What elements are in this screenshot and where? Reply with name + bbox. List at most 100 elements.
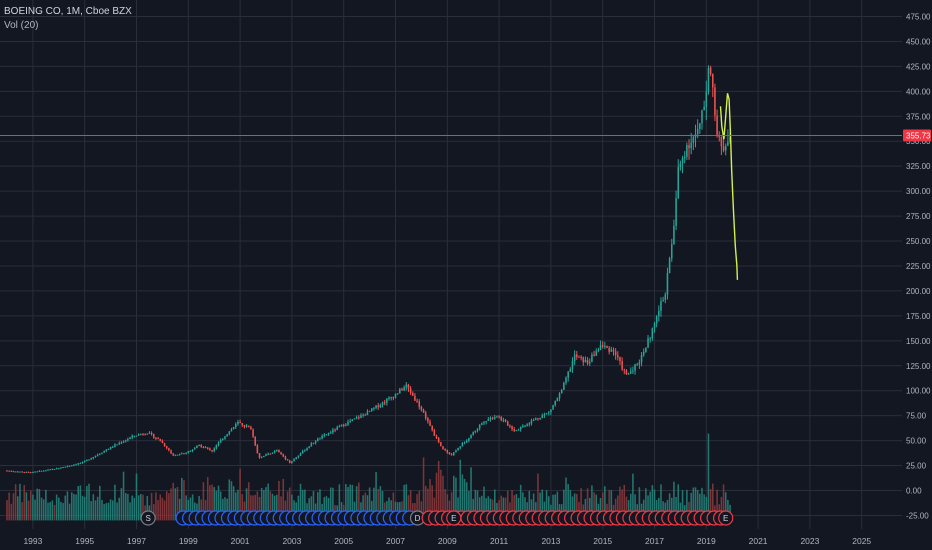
volume-bar — [632, 473, 634, 521]
volume-bar — [83, 496, 86, 521]
volume-bar — [675, 497, 677, 521]
candle-body — [409, 388, 412, 394]
candle-body — [364, 414, 367, 416]
volume-bar — [286, 491, 289, 521]
volume-bar — [323, 497, 326, 521]
candle-body — [399, 388, 401, 394]
event-marker-label: E — [723, 514, 728, 523]
candle-body — [202, 447, 205, 449]
volume-bar — [362, 495, 364, 521]
candle-body — [198, 444, 200, 447]
candle-body — [200, 444, 203, 448]
volume-bar — [440, 469, 442, 521]
candle-body — [165, 446, 168, 449]
volume-bar — [653, 489, 656, 521]
candle-body — [111, 446, 114, 448]
volume-bar — [109, 499, 112, 521]
candle-body — [560, 389, 563, 394]
volume-bar — [77, 486, 80, 521]
volume-bar — [209, 485, 211, 521]
candle-body — [256, 445, 259, 454]
volume-bar — [511, 490, 513, 521]
candle-body — [699, 123, 701, 129]
candle-body — [332, 429, 334, 433]
volume-bar — [103, 504, 105, 521]
volume-bar — [263, 489, 265, 521]
time-tick-label: 1993 — [23, 536, 42, 546]
volume-bar — [709, 488, 712, 521]
candle-body — [586, 359, 589, 364]
candle-body — [140, 434, 142, 436]
volume-bar — [213, 487, 215, 521]
volume-bar — [327, 497, 330, 521]
price-tick-label: 300.00 — [906, 187, 931, 196]
candle-body — [683, 156, 686, 158]
volume-bar — [243, 501, 246, 521]
symbol-title[interactable]: BOEING CO, 1M, Cboe BZX — [4, 6, 132, 17]
volume-bar — [252, 495, 254, 521]
volume-indicator-label[interactable]: Vol (20) — [4, 20, 39, 31]
volume-bar — [487, 496, 490, 521]
candle-body — [578, 356, 580, 358]
candle-body — [86, 459, 88, 461]
price-tick-label: 475.00 — [906, 13, 931, 22]
candle-body — [319, 438, 321, 440]
volume-bar — [431, 485, 433, 521]
candle-body — [178, 454, 181, 456]
volume-bar — [660, 484, 662, 521]
candle-body — [314, 441, 317, 443]
candle-body — [558, 393, 561, 399]
volume-bar — [58, 497, 60, 521]
candle-body — [196, 446, 198, 449]
volume-bar — [64, 495, 67, 521]
volume-bar — [446, 494, 449, 521]
candle-body — [444, 448, 446, 451]
time-tick-label: 1997 — [127, 536, 146, 546]
candle-body — [122, 441, 125, 443]
volume-bar — [317, 492, 319, 521]
candle-body — [278, 450, 280, 453]
event-marker — [446, 510, 462, 526]
volume-bar — [217, 485, 220, 521]
candle-body — [340, 424, 343, 427]
candle-body — [75, 464, 77, 466]
volume-bar — [29, 490, 32, 521]
volume-bar — [716, 489, 718, 521]
volume-bar — [25, 492, 28, 521]
volume-bar — [444, 489, 446, 521]
time-tick-label: 2011 — [490, 536, 509, 546]
candle-body — [437, 437, 440, 443]
candle-body — [142, 434, 144, 436]
volume-bar — [34, 499, 36, 521]
volume-bar — [202, 482, 205, 521]
volume-bar — [465, 482, 468, 521]
volume-bar — [92, 494, 95, 521]
candle-body — [64, 466, 67, 468]
price-tick-label: 275.00 — [906, 212, 931, 221]
candle-body — [696, 128, 699, 135]
candle-body — [642, 351, 645, 355]
volume-bar — [388, 497, 390, 521]
candle-body — [124, 440, 127, 442]
volume-bar — [366, 495, 369, 521]
candle-body — [599, 345, 602, 351]
candle-body — [79, 463, 82, 465]
candle-body — [450, 454, 453, 456]
volume-bar — [610, 490, 613, 521]
volume-bar — [152, 504, 155, 521]
candle-body — [34, 471, 36, 473]
volume-bar — [483, 486, 485, 521]
candle-body — [230, 429, 233, 432]
candle-body — [427, 418, 429, 422]
volume-bar — [308, 498, 310, 521]
candle-body — [224, 436, 226, 439]
price-axis[interactable]: 475.00 450.00 425.00 400.00 375.00 350.00 325.… — [902, 0, 932, 550]
candle-body — [690, 142, 692, 149]
candle-body — [250, 427, 252, 430]
time-axis[interactable]: 1993 1995 1997 1999 2001 2003 2005 2007 2009 2011… — [0, 530, 932, 550]
volume-bar — [455, 477, 457, 521]
candle-body — [181, 453, 183, 455]
candle-body — [127, 439, 129, 441]
